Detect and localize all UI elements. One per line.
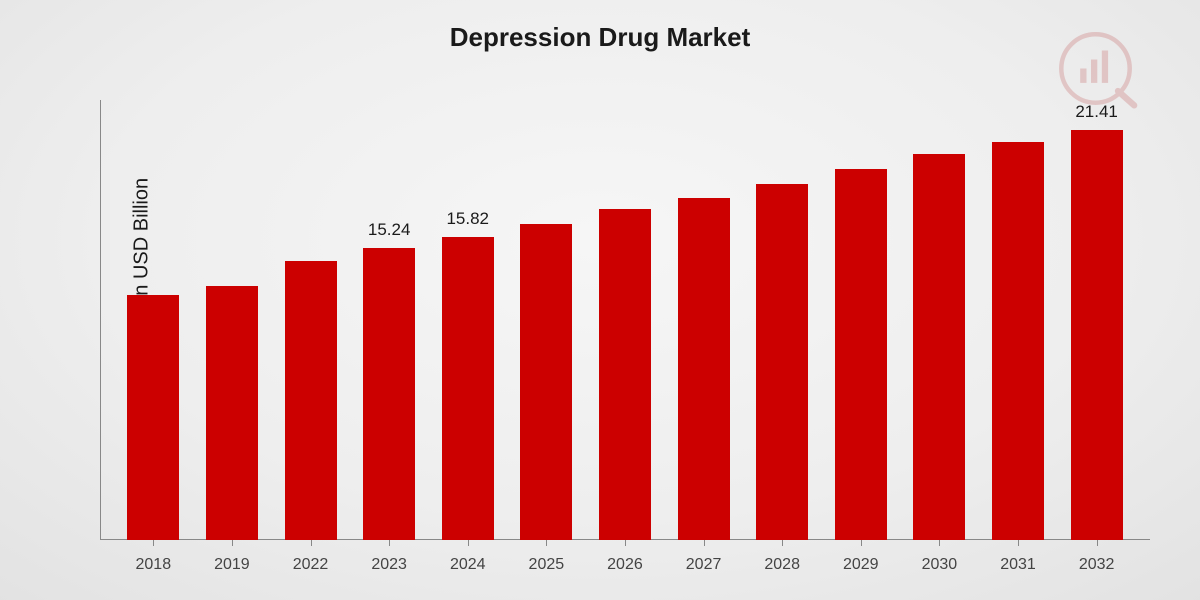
x-tick [939, 540, 940, 546]
bar [363, 248, 415, 540]
x-tick [625, 540, 626, 546]
x-axis-category-label: 2028 [743, 550, 822, 580]
bar [127, 295, 179, 540]
x-axis-category-label: 2023 [350, 550, 429, 580]
x-axis-category-label: 2029 [821, 550, 900, 580]
bar [599, 209, 651, 540]
x-tick [468, 540, 469, 546]
bar [442, 237, 494, 540]
bar [520, 224, 572, 540]
x-tick [153, 540, 154, 546]
x-tick [389, 540, 390, 546]
x-axis-category-label: 2025 [507, 550, 586, 580]
x-tick [232, 540, 233, 546]
bar-slot: 21.41 [1057, 100, 1136, 540]
x-tick [704, 540, 705, 546]
bar-value-label: 21.41 [1057, 102, 1136, 122]
x-axis-category-label: 2022 [271, 550, 350, 580]
x-axis-category-label: 2026 [586, 550, 665, 580]
bar-value-label: 15.24 [350, 220, 429, 240]
x-tick [311, 540, 312, 546]
bar [992, 142, 1044, 540]
bar [835, 169, 887, 540]
x-axis-category-label: 2032 [1057, 550, 1136, 580]
bar-slot [979, 100, 1058, 540]
bar-slot [900, 100, 979, 540]
bar [678, 198, 730, 540]
x-axis-category-label: 2031 [979, 550, 1058, 580]
bar-slot [664, 100, 743, 540]
bar [206, 286, 258, 540]
bar-slot [821, 100, 900, 540]
bar-slot [271, 100, 350, 540]
bar [285, 261, 337, 540]
x-axis-category-label: 2027 [664, 550, 743, 580]
chart-title: Depression Drug Market [0, 22, 1200, 53]
x-axis-category-label: 2018 [114, 550, 193, 580]
x-labels-container: 2018201920222023202420252026202720282029… [100, 550, 1150, 580]
bar [756, 184, 808, 540]
bar-slot [586, 100, 665, 540]
x-axis-category-label: 2019 [193, 550, 272, 580]
bar-slot [507, 100, 586, 540]
bar-slot [114, 100, 193, 540]
bar [1071, 130, 1123, 540]
plot-area: 15.2415.82 21.41 [100, 100, 1160, 540]
x-tick [546, 540, 547, 546]
watermark-logo [1055, 28, 1145, 108]
bar-slot [743, 100, 822, 540]
x-axis-category-label: 2024 [428, 550, 507, 580]
x-tick [861, 540, 862, 546]
x-tick [1018, 540, 1019, 546]
bars-container: 15.2415.82 21.41 [100, 100, 1150, 540]
bar-slot: 15.82 [428, 100, 507, 540]
bar-slot: 15.24 [350, 100, 429, 540]
x-tick [782, 540, 783, 546]
x-tick [1097, 540, 1098, 546]
x-axis-category-label: 2030 [900, 550, 979, 580]
bar-value-label: 15.82 [428, 209, 507, 229]
bar [913, 154, 965, 540]
bar-slot [193, 100, 272, 540]
